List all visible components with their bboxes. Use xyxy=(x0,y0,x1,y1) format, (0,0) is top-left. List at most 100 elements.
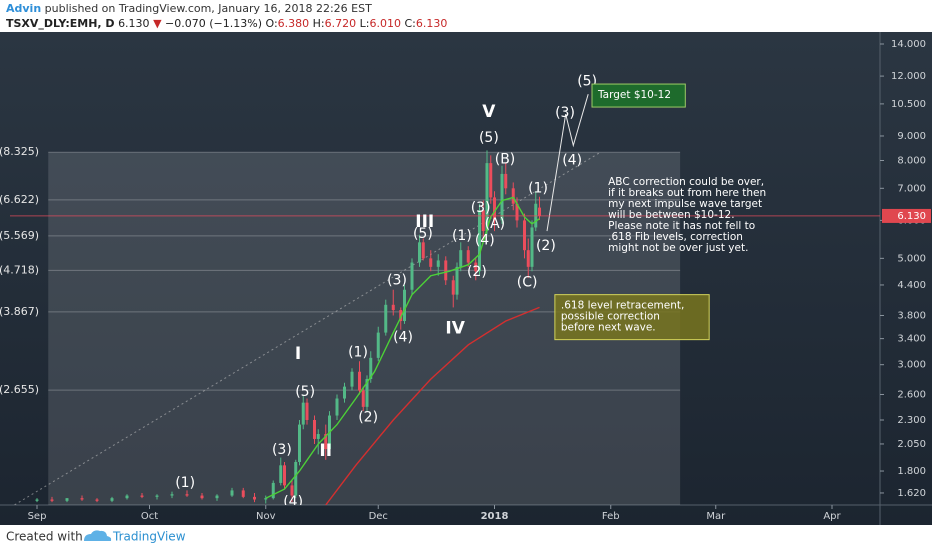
candle-body xyxy=(35,499,39,501)
x-tick-label: Apr xyxy=(823,511,841,522)
close: 6.130 xyxy=(416,17,448,30)
wave-label: (3) xyxy=(471,200,491,216)
y-tick-label: 12.000 xyxy=(891,71,926,82)
candle-body xyxy=(316,434,320,439)
wave-label: (B) xyxy=(495,152,516,168)
candle-body xyxy=(95,499,99,501)
wave-label: (4) xyxy=(393,329,413,345)
wave-label: (1) xyxy=(452,228,472,244)
candle-body xyxy=(253,496,256,500)
candle-body xyxy=(474,262,478,272)
y-tick-label: 8.000 xyxy=(897,156,926,167)
trendline xyxy=(14,152,600,505)
x-tick-label: Feb xyxy=(602,511,620,522)
wave-label: (A) xyxy=(485,216,506,232)
candle-body xyxy=(230,490,234,496)
candle-body xyxy=(298,424,301,462)
candle-body xyxy=(478,210,481,272)
y-tick-label: 10.500 xyxy=(891,99,926,110)
candle-body xyxy=(410,262,414,290)
moving-average xyxy=(325,306,540,505)
candle-body xyxy=(365,379,369,407)
arrow: ▼ xyxy=(153,17,162,30)
y-tick-label: 3.400 xyxy=(897,334,926,345)
candle-body xyxy=(350,371,354,387)
candle-body xyxy=(324,434,328,450)
candle-body xyxy=(376,332,380,358)
note-text: ABC correction could be over, xyxy=(608,176,764,188)
candle-body xyxy=(241,490,245,497)
major-wave-label: II xyxy=(319,441,332,461)
y-tick-label: 1.800 xyxy=(897,466,926,477)
note-text: might not be over just yet. xyxy=(608,242,748,254)
publish-line: Advin published on TradingView.com, Janu… xyxy=(6,2,372,15)
fib-label: (4.718) xyxy=(0,263,39,276)
candle-body xyxy=(279,465,283,483)
x-tick-label: Dec xyxy=(369,511,388,522)
candle-body xyxy=(335,398,339,416)
created-with: Created with xyxy=(6,530,83,544)
candle-body xyxy=(384,304,388,333)
candle-body xyxy=(485,163,489,232)
plot-bg xyxy=(0,32,932,525)
note-text: before next wave. xyxy=(561,322,656,334)
candle-body xyxy=(301,402,305,425)
candle-body xyxy=(283,465,286,486)
brand[interactable]: TradingView xyxy=(112,530,186,544)
note-box xyxy=(554,294,710,341)
y-tick-label: 5.000 xyxy=(897,253,926,264)
y-tick-label: 7.000 xyxy=(897,183,926,194)
wave-label: (1) xyxy=(528,180,548,196)
y-tick-label: 3.800 xyxy=(897,310,926,321)
candle-body xyxy=(421,242,425,259)
plot: (1)(3)(4)(5)(1)(2)(3)(4)(5) (1)(2)(3)(4)(… xyxy=(10,73,880,510)
change: −0.070 (−1.13%) xyxy=(165,17,262,30)
wave-label: (4) xyxy=(283,494,303,510)
major-wave-label: I xyxy=(295,344,301,364)
candle-body xyxy=(140,495,144,497)
candle-body xyxy=(481,210,485,232)
candle-body xyxy=(451,280,455,295)
candle-body xyxy=(343,386,346,399)
candle-body xyxy=(305,402,309,421)
candle-body xyxy=(489,163,493,198)
candle-body xyxy=(290,485,294,496)
x-tick-label: Oct xyxy=(141,511,158,522)
candle-body xyxy=(399,310,403,322)
fib-label: (6.622) xyxy=(0,193,39,206)
axes: (8.325) (6.622) (5.569) (4.718) (3.867) (2.65… xyxy=(0,39,931,522)
x-tick-label: Sep xyxy=(28,511,47,522)
fib-label: (2.655) xyxy=(0,383,39,396)
x-tick-label: Nov xyxy=(256,511,276,522)
note-text: Target $10-12 xyxy=(597,89,671,101)
y-tick-label: 2.600 xyxy=(897,389,926,400)
high: 6.720 xyxy=(325,17,357,30)
last-price-box xyxy=(882,208,931,223)
note-text: Please note it has not fell to xyxy=(608,220,755,232)
author[interactable]: Advin xyxy=(6,2,41,15)
candle-body xyxy=(455,266,459,295)
projection xyxy=(546,94,589,232)
y-tick-label: 9.000 xyxy=(897,131,926,142)
wave-label: (5) xyxy=(295,384,315,400)
fib-label: (3.867) xyxy=(0,305,39,318)
symbol: TSXV_DLY:EMH, D xyxy=(6,17,115,30)
candle-body xyxy=(526,250,530,267)
wave-label: (5) xyxy=(413,226,433,242)
major-wave-label: V xyxy=(482,102,496,122)
h-label: H: xyxy=(313,17,325,30)
y-tick-label: 14.000 xyxy=(891,39,926,50)
candle-body xyxy=(369,357,373,380)
published: published on TradingView.com, January 16… xyxy=(45,2,372,15)
wave-label: (1) xyxy=(175,475,195,491)
y-tick-label: 2.050 xyxy=(897,439,926,450)
candle-body xyxy=(523,220,526,251)
last-price-label: 6.130 xyxy=(897,211,926,222)
candle-body xyxy=(500,173,504,221)
candle-body xyxy=(403,289,406,322)
major-wave-label: III xyxy=(415,212,434,232)
y-tick-label: 4.400 xyxy=(897,280,926,291)
note-text: will be between $10-12. xyxy=(608,209,734,221)
